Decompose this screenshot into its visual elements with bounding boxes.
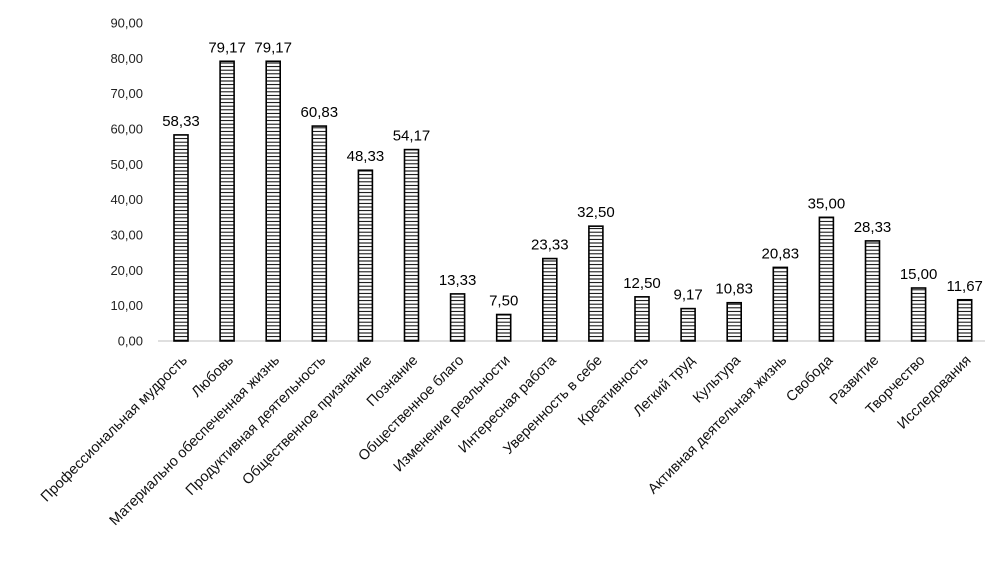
data-label: 23,33	[531, 237, 569, 254]
data-label: 32,50	[577, 204, 615, 221]
bar	[910, 287, 927, 342]
data-label: 9,17	[673, 287, 702, 304]
data-label: 20,83	[762, 245, 800, 262]
bar	[680, 307, 696, 342]
data-label: 79,17	[208, 39, 246, 56]
bar	[726, 301, 743, 342]
data-label: 7,50	[489, 293, 518, 310]
data-label: 11,67	[946, 278, 982, 295]
data-label: 79,17	[254, 39, 292, 56]
data-label: 12,50	[623, 275, 661, 292]
y-tick-label: 50,00	[110, 157, 143, 172]
bar	[772, 266, 789, 342]
bar	[588, 225, 604, 342]
y-tick-label: 80,00	[110, 51, 143, 66]
bar	[634, 296, 650, 342]
y-tick-label: 40,00	[110, 192, 143, 207]
category-label: Материально обеспеченная жизнь	[107, 353, 283, 529]
data-label: 13,33	[439, 272, 477, 289]
bar	[541, 257, 558, 342]
data-label: 35,00	[808, 195, 846, 212]
data-label: 15,00	[900, 266, 938, 283]
bar	[357, 169, 374, 342]
bar	[449, 293, 466, 342]
bar	[265, 60, 282, 342]
data-label: 60,83	[301, 104, 339, 121]
bar	[956, 298, 973, 342]
data-label: 28,33	[854, 219, 892, 236]
y-tick-label: 60,00	[110, 122, 143, 137]
category-labels: Профессиональная мудростьЛюбовьМатериаль…	[38, 352, 975, 529]
data-label: 54,17	[393, 128, 431, 145]
bar	[495, 313, 512, 342]
y-tick-label: 10,00	[110, 298, 143, 313]
bar	[818, 216, 835, 342]
y-tick-label: 90,00	[110, 16, 143, 31]
bar	[403, 148, 420, 342]
y-axis: 0,00 10,00 20,00 30,00 40,00 50,00 60,00 70,00 8…	[110, 16, 143, 349]
y-tick-label: 70,00	[110, 86, 143, 101]
data-label: 58,33	[162, 113, 200, 130]
bar	[173, 134, 189, 342]
data-labels: 58,33 79,17 79,17 60,83 48,33 54,17 13,33 7,50 2…	[162, 39, 983, 309]
y-tick-label: 30,00	[110, 228, 143, 243]
bar	[219, 60, 235, 342]
bar	[864, 240, 881, 342]
data-label: 48,33	[347, 148, 385, 165]
data-label: 10,83	[715, 281, 753, 298]
y-tick-label: 20,00	[110, 263, 143, 278]
bars	[173, 60, 973, 342]
bar	[311, 125, 328, 342]
y-tick-label: 0,00	[118, 334, 143, 349]
category-label: Профессиональная мудрость	[38, 353, 191, 506]
